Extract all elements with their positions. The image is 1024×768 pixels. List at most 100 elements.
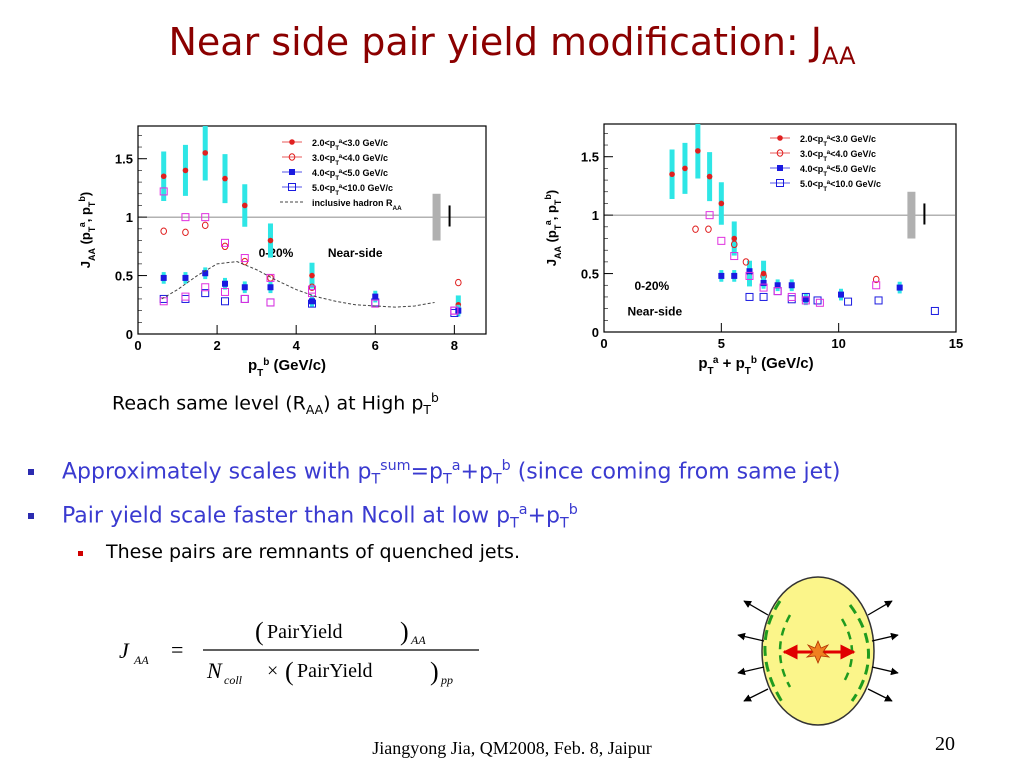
legend-label-part: <10.0 GeV/c [342,183,393,193]
x-tick-label: 0 [134,338,141,353]
emission-arrow [867,600,893,616]
data-point [160,274,167,281]
data-point [760,270,767,277]
y-axis-label: JAA (pTa, pTb) [543,190,563,267]
chart-annotation: Near-side [328,246,383,260]
y-axis-label-part: b [77,196,87,202]
data-point [930,306,939,315]
y-axis-label-part: J [78,261,93,268]
x-axis-label-part: b [751,355,757,366]
formula-num-rparen: ) [400,617,409,646]
legend-label-part: 4.0<p [800,164,824,174]
y-axis-label-part: ) [78,192,93,196]
data-point [745,292,754,301]
data-point [774,282,781,289]
x-axis-label-part: + p [718,355,744,372]
data-point [802,296,809,303]
legend-label-part: 5.0<p [800,179,824,189]
legend-label-part: a [339,153,343,160]
x-axis-label: pTa + pTb (GeV/c) [698,355,813,377]
x-axis-label-part: b [263,357,269,368]
y-tick-label: 0 [126,327,133,342]
x-tick-label: 8 [451,338,458,353]
legend-label-part: a [827,179,831,186]
data-point [288,153,296,161]
data-point [872,275,880,284]
left-jet-front-arc [763,600,786,706]
legend-label-part: a [339,183,343,190]
legend-label: 3.0<pTa<4.0 GeV/c [312,153,388,167]
y-axis-label-part: , p [78,207,93,222]
data-point [730,240,738,249]
x-axis-label-part: T [745,366,751,377]
data-point [777,135,783,141]
y-axis-label-part: J [544,259,559,266]
x-axis-label-part: (GeV/c) [269,357,326,374]
data-point [776,149,784,157]
data-point [201,289,210,298]
data-point [455,278,462,287]
y-tick-label: 1.5 [115,152,133,167]
data-point [371,299,380,308]
formula-equals: = [171,637,183,662]
bullet-marker [28,512,34,519]
data-point [181,294,190,303]
inner-left-arc [778,614,792,688]
x-axis-label: pTb (GeV/c) [248,357,326,379]
rAA-curve [161,261,435,308]
x-tick-label: 5 [718,336,725,351]
data-point [787,295,796,304]
y-axis-label-part: T [553,224,563,230]
y-tick-label: 1 [592,208,599,223]
legend-label: 4.0<pTa<5.0 GeV/c [312,168,388,182]
series-6 [161,261,435,308]
emission-arrow [737,666,765,676]
formula-lhs-sub: AA [133,653,149,667]
data-point [731,272,738,279]
legend-label-part: 3.0<p [800,149,824,159]
formula-num-sub: AA [410,633,426,647]
data-point [787,292,796,301]
data-point [718,272,725,279]
series-0 [669,124,767,287]
data-point [221,238,229,247]
data-point [717,236,726,245]
emission-arrow [737,632,765,642]
series-2 [718,265,903,306]
data-point [240,254,249,263]
data-point [221,287,229,296]
formula-den-sub2: pp [440,673,453,687]
y-axis-label-part: (p [544,230,559,246]
data-point [706,173,713,180]
x-tick-label: 4 [293,338,301,353]
chart-annotation: 0-20% [635,279,670,293]
y-axis-label-part: a [77,221,87,227]
data-point [308,299,316,308]
caption: Reach same level (RAA) at High pTb [112,391,439,418]
x-tick-label: 10 [831,336,845,351]
formula-den-rparen: ) [430,657,439,686]
legend-label-part: AA [393,205,403,212]
y-axis-label-part: AA [87,248,97,261]
legend-label-part: <4.0 GeV/c [342,153,388,163]
legend-label: 5.0<pTa<10.0 GeV/c [800,179,881,193]
y-tick-label: 1 [126,210,133,225]
data-point [801,296,810,305]
legend-label-part: T [335,145,339,152]
plot-frame [603,123,957,333]
legend-label: 5.0<pTa<10.0 GeV/c [312,183,393,197]
y-axis-label-part: b [543,194,553,200]
y-tick-label: 0 [592,325,599,340]
legend-label-part: T [335,160,339,167]
data-point [308,289,316,298]
legend-label-part: <3.0 GeV/c [342,138,388,148]
formula-denominator: PairYield [297,660,373,682]
data-point [181,292,190,301]
right-jet-front-arc [848,604,870,702]
systematic-error-box [907,191,916,239]
data-point [267,237,274,244]
y-axis-label-part: (p [78,232,93,248]
legend-label-part: 5.0<p [312,183,336,193]
data-point [159,297,168,306]
